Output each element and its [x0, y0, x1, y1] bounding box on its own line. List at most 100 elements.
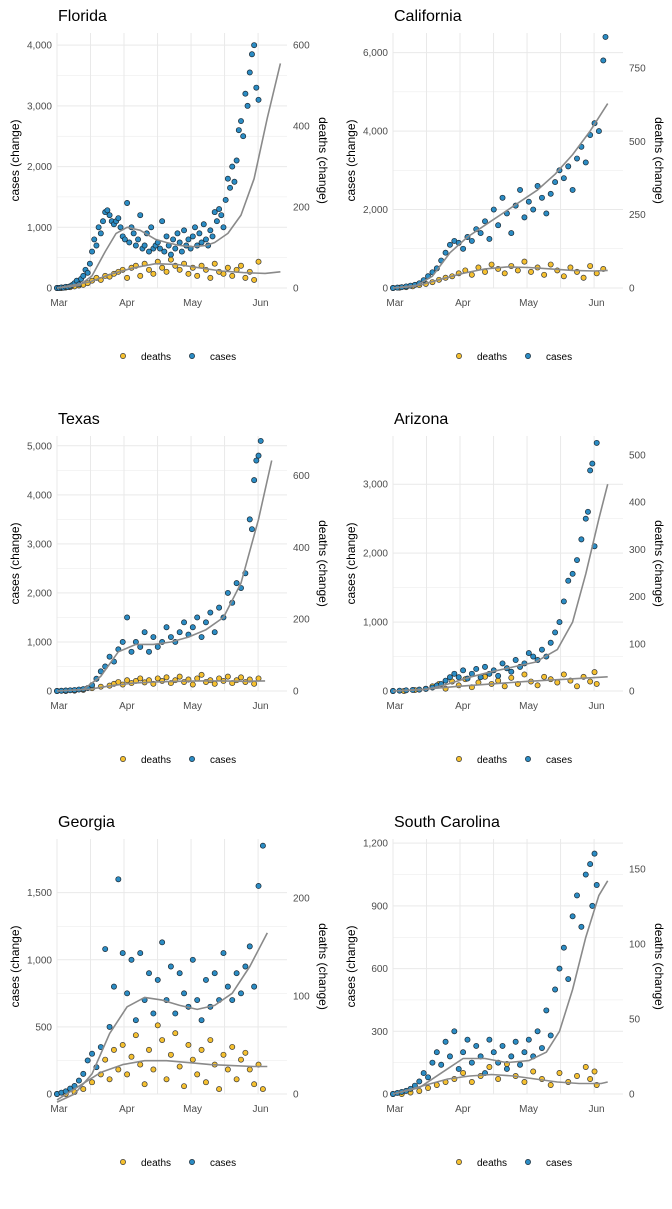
deaths-point — [251, 276, 258, 283]
cases-point — [174, 230, 181, 237]
deaths-point — [150, 1066, 157, 1073]
deaths-point — [224, 1066, 231, 1073]
legend: deaths cases — [120, 755, 236, 766]
cases-point — [161, 248, 168, 255]
cases-point — [146, 248, 152, 255]
y2-tick-label: 400 — [293, 543, 310, 554]
y2-tick-label: 200 — [293, 203, 310, 214]
cases-trend-line — [56, 63, 282, 289]
cases-point — [135, 236, 141, 243]
x-tick-label: Jun — [588, 701, 604, 712]
cases-point — [512, 657, 519, 663]
legend: deaths cases — [120, 352, 236, 363]
cases-point — [178, 248, 185, 255]
cases-point — [213, 218, 220, 225]
cases-point — [238, 118, 244, 124]
cases-point — [194, 614, 201, 621]
legend-deaths-label: deaths — [141, 755, 171, 766]
deaths-point — [574, 1073, 580, 1079]
cases-point — [539, 194, 545, 201]
deaths-point — [521, 1079, 528, 1085]
deaths-point — [233, 1076, 240, 1083]
x-tick-label: Jun — [252, 298, 268, 309]
cases-point — [233, 157, 240, 164]
cases-point — [233, 970, 240, 977]
cases-point — [552, 986, 559, 993]
cases-point — [589, 460, 596, 467]
panel-arizona: Arizona 0 1,000 2,000 3,000 0 100 200 300 400 500 M… — [344, 411, 666, 766]
deaths-point — [176, 266, 183, 273]
deaths-point — [501, 683, 508, 690]
cases-point — [530, 206, 537, 213]
cases-point — [211, 970, 218, 977]
deaths-point — [251, 1081, 258, 1088]
y-tick-label: 0 — [46, 284, 52, 295]
panel-south-carolina: South Carolina 0 300 600 900 1,200 0 50 100 150 Ma… — [344, 814, 666, 1169]
deaths-point — [176, 673, 183, 680]
cases-point — [593, 439, 600, 446]
deaths-point — [102, 1056, 109, 1063]
cases-point — [477, 230, 484, 237]
cases-point — [539, 646, 545, 653]
cases-point — [150, 1010, 157, 1017]
deaths-point — [547, 261, 554, 268]
cases-point — [203, 236, 209, 243]
cases-point — [200, 221, 207, 228]
cases-point — [251, 477, 258, 484]
y2-tick-label: 50 — [629, 1015, 641, 1026]
cases-point — [591, 850, 598, 857]
cases-point — [499, 1042, 506, 1049]
cases-point — [132, 242, 139, 249]
y-tick-label: 0 — [382, 687, 388, 698]
deaths-point — [207, 274, 214, 281]
x-tick-label: Apr — [119, 701, 135, 712]
deaths-point — [220, 1051, 227, 1058]
cases-trend-line — [392, 880, 609, 1095]
legend-cases-label: cases — [210, 1158, 236, 1169]
y-tick-label: 0 — [382, 284, 388, 295]
deaths-point — [580, 274, 587, 281]
cases-point — [181, 619, 187, 626]
cases-trend-line — [56, 460, 273, 692]
y-tick-label: 4,000 — [27, 490, 52, 501]
legend-deaths-label: deaths — [477, 755, 507, 766]
cases-point — [587, 467, 594, 474]
y-tick-label: 2,000 — [27, 588, 52, 599]
deaths-point — [238, 262, 244, 269]
cases-point — [574, 155, 580, 162]
cases-point — [473, 1042, 480, 1049]
cases-point — [512, 1038, 519, 1045]
cases-point — [233, 580, 240, 587]
deaths-point — [115, 1066, 122, 1073]
gridlines — [56, 436, 287, 692]
cases-point — [495, 672, 502, 679]
cases-point — [560, 175, 567, 182]
cases-point — [106, 212, 113, 219]
deaths-point — [259, 1086, 266, 1093]
deaths-point — [185, 270, 192, 277]
deaths-point — [468, 1079, 475, 1085]
cases-point — [89, 248, 95, 255]
cases-point — [587, 861, 594, 868]
x-tick-label: Jun — [252, 1104, 268, 1115]
y2-tick-label: 250 — [629, 210, 646, 221]
y-tick-label: 2,000 — [363, 205, 388, 216]
cases-point — [244, 102, 251, 109]
cases-point — [216, 206, 223, 213]
deaths-point — [591, 669, 598, 676]
points — [390, 33, 609, 291]
cases-point — [569, 570, 576, 577]
y-tick-label: 0 — [382, 1090, 388, 1101]
cases-point — [574, 557, 580, 564]
points — [390, 439, 600, 694]
y2-tick-label: 200 — [293, 893, 310, 904]
cases-point — [224, 589, 231, 596]
deaths-point — [137, 1061, 144, 1068]
legend-deaths-swatch — [456, 1159, 462, 1165]
deaths-point — [528, 268, 534, 275]
deaths-point — [80, 1086, 87, 1093]
cases-point — [224, 175, 231, 182]
cases-point — [569, 913, 576, 920]
cases-point — [508, 230, 515, 237]
deaths-point — [137, 675, 144, 682]
